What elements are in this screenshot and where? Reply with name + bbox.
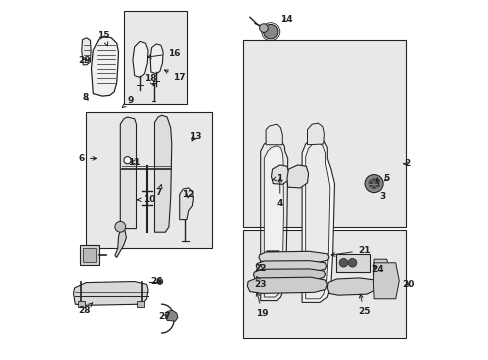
Text: 21: 21	[330, 246, 369, 256]
Circle shape	[274, 251, 276, 253]
Text: 1: 1	[272, 174, 281, 183]
Polygon shape	[133, 41, 148, 77]
Polygon shape	[373, 259, 389, 290]
Text: 29: 29	[78, 56, 90, 65]
Text: 11: 11	[128, 158, 141, 166]
Polygon shape	[165, 310, 178, 321]
Circle shape	[339, 258, 347, 267]
Text: 17: 17	[164, 70, 185, 82]
Circle shape	[276, 258, 279, 260]
Circle shape	[271, 258, 273, 260]
Circle shape	[269, 265, 271, 267]
Circle shape	[266, 251, 268, 253]
Text: 14: 14	[279, 15, 292, 24]
Text: 20: 20	[401, 280, 414, 289]
Circle shape	[263, 24, 277, 39]
Text: 15: 15	[97, 31, 109, 46]
Polygon shape	[286, 165, 308, 188]
Text: 16: 16	[147, 49, 180, 58]
Text: 25: 25	[357, 294, 369, 316]
Circle shape	[269, 273, 271, 275]
Text: 28: 28	[78, 303, 93, 315]
Circle shape	[259, 24, 268, 32]
Text: 26: 26	[150, 277, 163, 286]
Polygon shape	[120, 117, 136, 229]
Polygon shape	[73, 282, 148, 305]
Circle shape	[271, 251, 273, 253]
Circle shape	[271, 273, 273, 275]
Bar	[82, 248, 96, 262]
Polygon shape	[265, 124, 282, 145]
Text: 22: 22	[254, 264, 266, 273]
Polygon shape	[373, 263, 399, 299]
Circle shape	[274, 273, 276, 275]
Text: 13: 13	[188, 132, 201, 141]
Text: 8: 8	[82, 93, 88, 102]
Polygon shape	[154, 115, 171, 232]
Circle shape	[271, 265, 273, 267]
Polygon shape	[302, 137, 334, 302]
Text: 10: 10	[137, 195, 155, 204]
Polygon shape	[326, 278, 377, 295]
FancyBboxPatch shape	[86, 112, 212, 248]
Circle shape	[276, 251, 279, 253]
Text: 27: 27	[158, 312, 170, 321]
Text: 12: 12	[182, 190, 195, 199]
Polygon shape	[307, 123, 324, 145]
Bar	[336, 254, 370, 272]
Text: 9: 9	[122, 96, 134, 107]
Polygon shape	[258, 251, 328, 264]
Circle shape	[276, 265, 279, 267]
Text: 2: 2	[403, 159, 409, 168]
Circle shape	[266, 258, 268, 260]
Polygon shape	[115, 228, 126, 257]
FancyBboxPatch shape	[123, 11, 186, 104]
Circle shape	[269, 258, 271, 260]
Bar	[80, 245, 99, 265]
Text: 3: 3	[375, 178, 385, 201]
Polygon shape	[256, 261, 326, 273]
Polygon shape	[247, 277, 326, 293]
Circle shape	[269, 251, 271, 253]
Polygon shape	[81, 38, 91, 65]
Polygon shape	[253, 269, 325, 281]
Text: 6: 6	[79, 154, 97, 163]
Text: 18: 18	[143, 74, 156, 86]
Polygon shape	[264, 146, 283, 297]
Polygon shape	[305, 142, 329, 299]
Polygon shape	[91, 36, 118, 96]
Text: 23: 23	[254, 276, 266, 289]
Circle shape	[266, 273, 268, 275]
Polygon shape	[150, 44, 163, 74]
Circle shape	[347, 258, 356, 267]
FancyBboxPatch shape	[242, 230, 406, 338]
Bar	[137, 301, 144, 307]
Circle shape	[274, 265, 276, 267]
Text: 4: 4	[276, 179, 283, 208]
Circle shape	[157, 279, 163, 284]
Text: 19: 19	[256, 292, 268, 318]
Polygon shape	[271, 165, 288, 184]
Text: 5: 5	[383, 174, 389, 183]
Circle shape	[266, 265, 268, 267]
Circle shape	[274, 258, 276, 260]
Text: 24: 24	[370, 266, 383, 275]
Circle shape	[115, 221, 125, 232]
FancyBboxPatch shape	[242, 40, 406, 227]
Circle shape	[368, 178, 379, 189]
Polygon shape	[179, 188, 193, 220]
Circle shape	[365, 175, 382, 193]
Circle shape	[123, 157, 131, 164]
Bar	[78, 301, 85, 307]
Text: 7: 7	[155, 185, 162, 197]
Circle shape	[276, 273, 279, 275]
